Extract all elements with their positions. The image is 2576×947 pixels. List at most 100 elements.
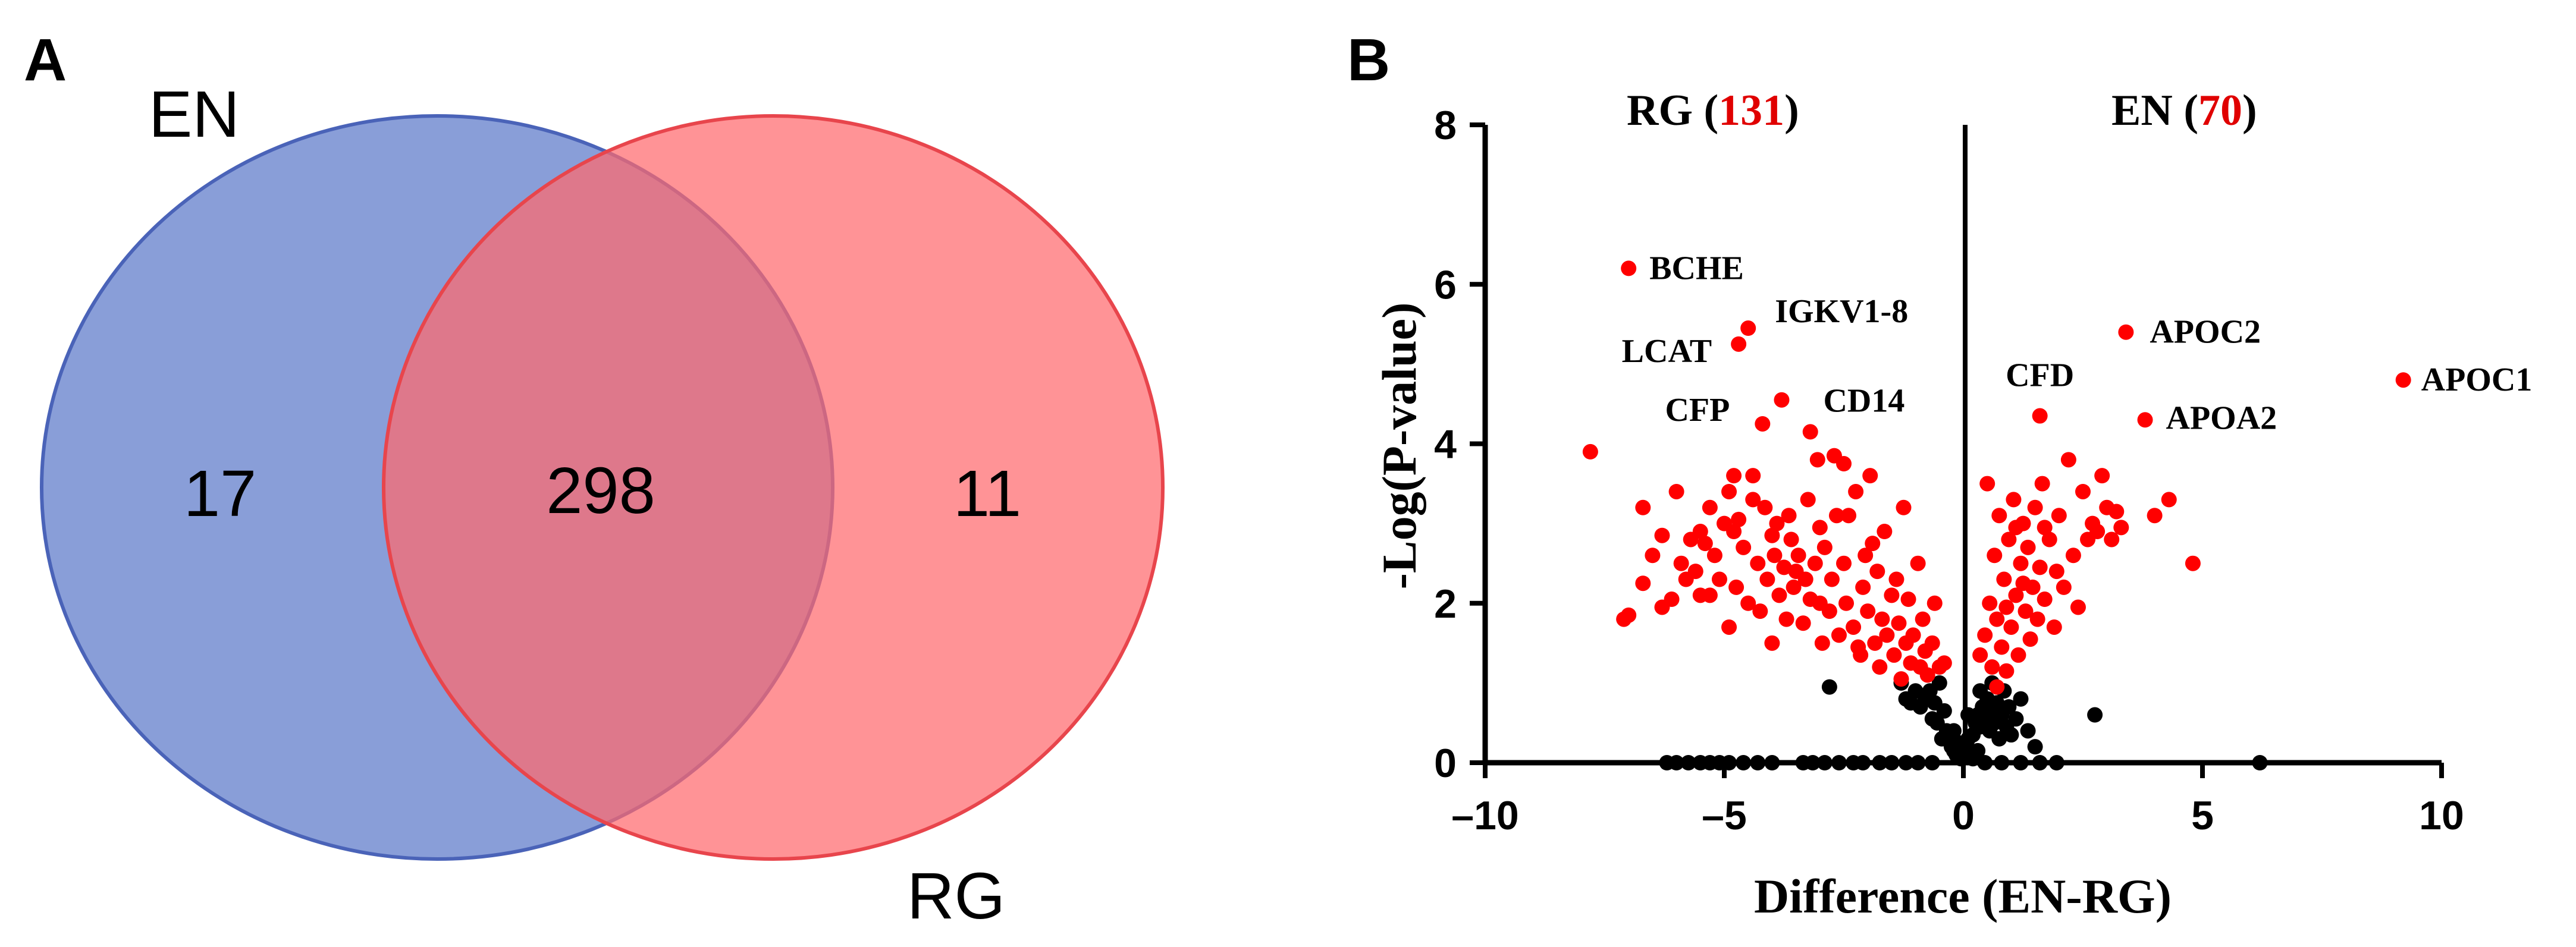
significant-point bbox=[2041, 531, 2057, 548]
nonsignificant-point bbox=[1931, 675, 1947, 691]
significant-point bbox=[1776, 559, 1792, 575]
significant-point bbox=[1635, 499, 1651, 515]
nonsignificant-point bbox=[1991, 731, 2007, 747]
significant-point bbox=[1721, 483, 1737, 499]
significant-point bbox=[1972, 647, 1988, 663]
significant-point bbox=[1884, 587, 1900, 603]
nonsignificant-point bbox=[2020, 723, 2036, 739]
nonsignificant-point bbox=[1821, 679, 1837, 695]
significant-point bbox=[1752, 603, 1768, 619]
x-tick-label: 0 bbox=[1952, 793, 1975, 838]
gene-label-lcat: LCAT bbox=[1622, 333, 1712, 370]
venn-diagram: EN RG 17 298 11 bbox=[40, 78, 1165, 933]
significant-point bbox=[1814, 635, 1830, 651]
labeled-point bbox=[1774, 392, 1790, 408]
x-axis-title: Difference (EN-RG) bbox=[1754, 869, 2172, 923]
significant-point bbox=[1736, 539, 1752, 555]
significant-point bbox=[1802, 424, 1818, 440]
significant-point bbox=[2065, 548, 2081, 564]
significant-point bbox=[1926, 595, 1943, 611]
significant-point bbox=[1877, 524, 1893, 540]
significant-point bbox=[2185, 555, 2201, 571]
significant-point bbox=[1862, 468, 1878, 484]
y-tick-label: 6 bbox=[1434, 262, 1457, 307]
significant-point bbox=[2020, 539, 2036, 555]
nonsignificant-point bbox=[2003, 727, 2019, 743]
group-paren-open: ( bbox=[2173, 86, 2198, 135]
panel-a: A EN RG 17 298 11 bbox=[24, 27, 1165, 933]
significant-point bbox=[1865, 536, 1881, 552]
significant-point bbox=[1979, 476, 1995, 492]
significant-point bbox=[1769, 515, 1785, 531]
venn-label-en: EN bbox=[149, 78, 240, 151]
significant-point bbox=[1771, 587, 1787, 603]
significant-point bbox=[1757, 499, 1773, 515]
significant-point bbox=[1816, 539, 1833, 555]
significant-point bbox=[1936, 655, 1952, 671]
group-name-en: EN bbox=[2111, 86, 2173, 135]
y-tick-label: 4 bbox=[1434, 422, 1457, 467]
significant-point bbox=[1831, 627, 1847, 643]
significant-point bbox=[1828, 508, 1844, 524]
venn-circle-rg bbox=[382, 114, 1165, 861]
significant-point bbox=[1886, 647, 1902, 663]
panel-b-letter: B bbox=[1347, 27, 1390, 93]
significant-point bbox=[1821, 603, 1837, 619]
significant-point bbox=[1996, 571, 2012, 587]
significant-point bbox=[1654, 527, 1670, 543]
significant-point bbox=[1905, 627, 1921, 643]
significant-point bbox=[1915, 611, 1931, 627]
gene-label-cd14: CD14 bbox=[1823, 383, 1904, 420]
significant-point bbox=[2022, 631, 2038, 647]
significant-point bbox=[2008, 520, 2024, 536]
significant-point bbox=[1654, 599, 1670, 615]
venn-count-intersection: 298 bbox=[546, 454, 655, 527]
group-label-rg: RG (131) bbox=[1627, 86, 1799, 135]
labeled-point bbox=[2395, 372, 2411, 388]
significant-point bbox=[1855, 579, 1871, 595]
labeled-point bbox=[2137, 412, 2153, 428]
significant-point bbox=[1888, 571, 1904, 587]
significant-point bbox=[1900, 592, 1916, 608]
significant-point bbox=[1645, 548, 1661, 564]
significant-point bbox=[2147, 508, 2163, 524]
venn-count-en-only: 17 bbox=[184, 457, 256, 530]
nonsignificant-point bbox=[1972, 683, 1988, 699]
significant-point bbox=[1824, 571, 1840, 587]
significant-point bbox=[1998, 599, 2015, 615]
significant-point bbox=[1800, 492, 1816, 508]
nonsignificant-point bbox=[2027, 739, 2043, 755]
significant-point bbox=[2010, 647, 2026, 663]
significant-point bbox=[1848, 483, 1864, 499]
significant-point bbox=[1673, 555, 1689, 571]
significant-point bbox=[2001, 531, 2017, 548]
significant-point bbox=[1809, 452, 1825, 468]
significant-point bbox=[1836, 555, 1852, 571]
significant-point bbox=[1702, 499, 1718, 515]
x-tick-label: –5 bbox=[1702, 793, 1747, 838]
significant-point bbox=[1984, 659, 2000, 675]
significant-point bbox=[1987, 548, 2003, 564]
significant-point bbox=[2008, 587, 2024, 603]
significant-point bbox=[2037, 592, 2053, 608]
gene-label-cfp: CFP bbox=[1665, 392, 1730, 429]
significant-point bbox=[2109, 504, 2125, 520]
venn-label-rg: RG bbox=[907, 860, 1005, 933]
significant-point bbox=[1841, 508, 1857, 524]
significant-point bbox=[2032, 559, 2048, 575]
nonsignificant-point bbox=[1989, 695, 2005, 711]
significant-point bbox=[1982, 595, 1998, 611]
significant-point bbox=[1989, 679, 2005, 695]
significant-point bbox=[1910, 555, 1926, 571]
significant-point bbox=[1893, 671, 1909, 687]
significant-point bbox=[1991, 508, 2007, 524]
group-label-en: EN (70) bbox=[2111, 86, 2257, 135]
group-name-rg: RG bbox=[1627, 86, 1693, 135]
labeled-point bbox=[1621, 260, 1637, 276]
x-tick-label: 5 bbox=[2191, 793, 2214, 838]
significant-point bbox=[1759, 571, 1775, 587]
significant-point bbox=[1838, 595, 1855, 611]
y-tick-label: 0 bbox=[1434, 741, 1457, 786]
significant-point bbox=[2048, 564, 2064, 580]
